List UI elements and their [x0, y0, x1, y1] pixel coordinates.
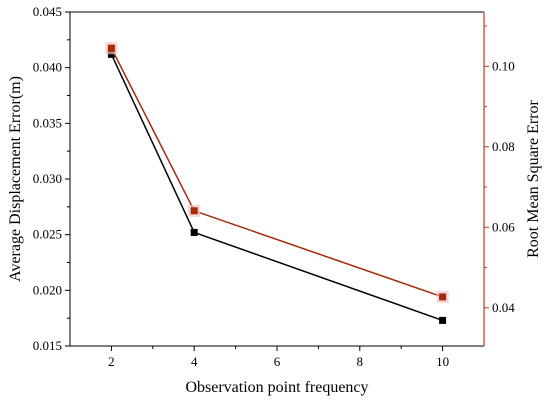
left-tick-label: 0.015: [33, 338, 62, 353]
left-tick-label: 0.025: [33, 227, 62, 242]
data-point-marker: [107, 44, 115, 52]
right-y-axis: 0.04 0.06 0.08 0.10: [484, 25, 515, 315]
left-tick-label: 0.035: [33, 115, 62, 130]
data-point-marker: [190, 228, 198, 236]
right-tick-label: 0.08: [492, 139, 515, 154]
series-left-axis: [107, 50, 447, 324]
right-tick-label: 0.04: [492, 300, 515, 315]
x-tick-label: 2: [108, 354, 115, 369]
x-tick-label: 10: [436, 354, 449, 369]
x-tick-label: 4: [191, 354, 198, 369]
data-point-marker: [190, 207, 198, 215]
right-tick-label: 0.06: [492, 219, 515, 234]
x-tick-label: 8: [357, 354, 364, 369]
left-tick-label: 0.030: [33, 171, 62, 186]
data-point-marker: [439, 316, 447, 324]
left-tick-label: 0.020: [33, 282, 62, 297]
right-tick-label: 0.10: [492, 58, 515, 73]
series-right-axis: [105, 42, 449, 303]
data-point-marker: [439, 293, 447, 301]
left-y-axis-title: Average Displacement Error(m): [7, 76, 24, 282]
x-tick-label: 6: [274, 354, 281, 369]
data-point-marker: [107, 50, 115, 58]
right-y-axis-title: Root Mean Square Error: [525, 99, 542, 257]
series-line: [110, 53, 443, 322]
left-y-axis: 0.015 0.020 0.025 0.030 0.035 0.040 0.045: [33, 4, 70, 353]
series-line: [110, 47, 443, 298]
left-tick-label: 0.045: [33, 4, 62, 19]
x-axis-title: Observation point frequency: [185, 379, 368, 396]
series-layer: [105, 42, 449, 324]
x-axis: 2 4 6 8 10: [108, 346, 449, 369]
left-tick-label: 0.040: [33, 60, 62, 75]
plot-frame: [69, 11, 485, 347]
